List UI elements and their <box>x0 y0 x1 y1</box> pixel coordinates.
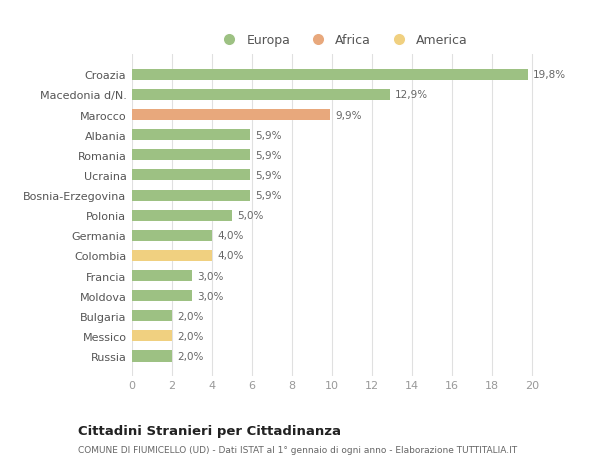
Text: 5,0%: 5,0% <box>237 211 263 221</box>
Text: COMUNE DI FIUMICELLO (UD) - Dati ISTAT al 1° gennaio di ogni anno - Elaborazione: COMUNE DI FIUMICELLO (UD) - Dati ISTAT a… <box>78 445 517 454</box>
Bar <box>132 170 250 181</box>
Bar <box>132 190 250 201</box>
Legend: Europa, Africa, America: Europa, Africa, America <box>211 29 473 52</box>
Text: 5,9%: 5,9% <box>255 171 281 180</box>
Text: 5,9%: 5,9% <box>255 151 281 161</box>
Text: 3,0%: 3,0% <box>197 291 223 301</box>
Bar <box>132 210 232 221</box>
Text: 3,0%: 3,0% <box>197 271 223 281</box>
Bar <box>132 311 172 322</box>
Text: 5,9%: 5,9% <box>255 190 281 201</box>
Text: 2,0%: 2,0% <box>177 351 203 361</box>
Text: 2,0%: 2,0% <box>177 331 203 341</box>
Bar <box>132 130 250 141</box>
Text: 5,9%: 5,9% <box>255 130 281 140</box>
Bar <box>132 351 172 362</box>
Text: 12,9%: 12,9% <box>395 90 428 100</box>
Text: 4,0%: 4,0% <box>217 231 244 241</box>
Bar <box>132 150 250 161</box>
Bar <box>132 90 390 101</box>
Bar <box>132 250 212 262</box>
Bar <box>132 270 192 281</box>
Bar <box>132 230 212 241</box>
Bar <box>132 330 172 341</box>
Bar <box>132 110 330 121</box>
Text: 19,8%: 19,8% <box>533 70 566 80</box>
Text: 4,0%: 4,0% <box>217 251 244 261</box>
Bar <box>132 70 528 81</box>
Text: 2,0%: 2,0% <box>177 311 203 321</box>
Text: Cittadini Stranieri per Cittadinanza: Cittadini Stranieri per Cittadinanza <box>78 425 341 437</box>
Text: 9,9%: 9,9% <box>335 110 361 120</box>
Bar <box>132 291 192 302</box>
